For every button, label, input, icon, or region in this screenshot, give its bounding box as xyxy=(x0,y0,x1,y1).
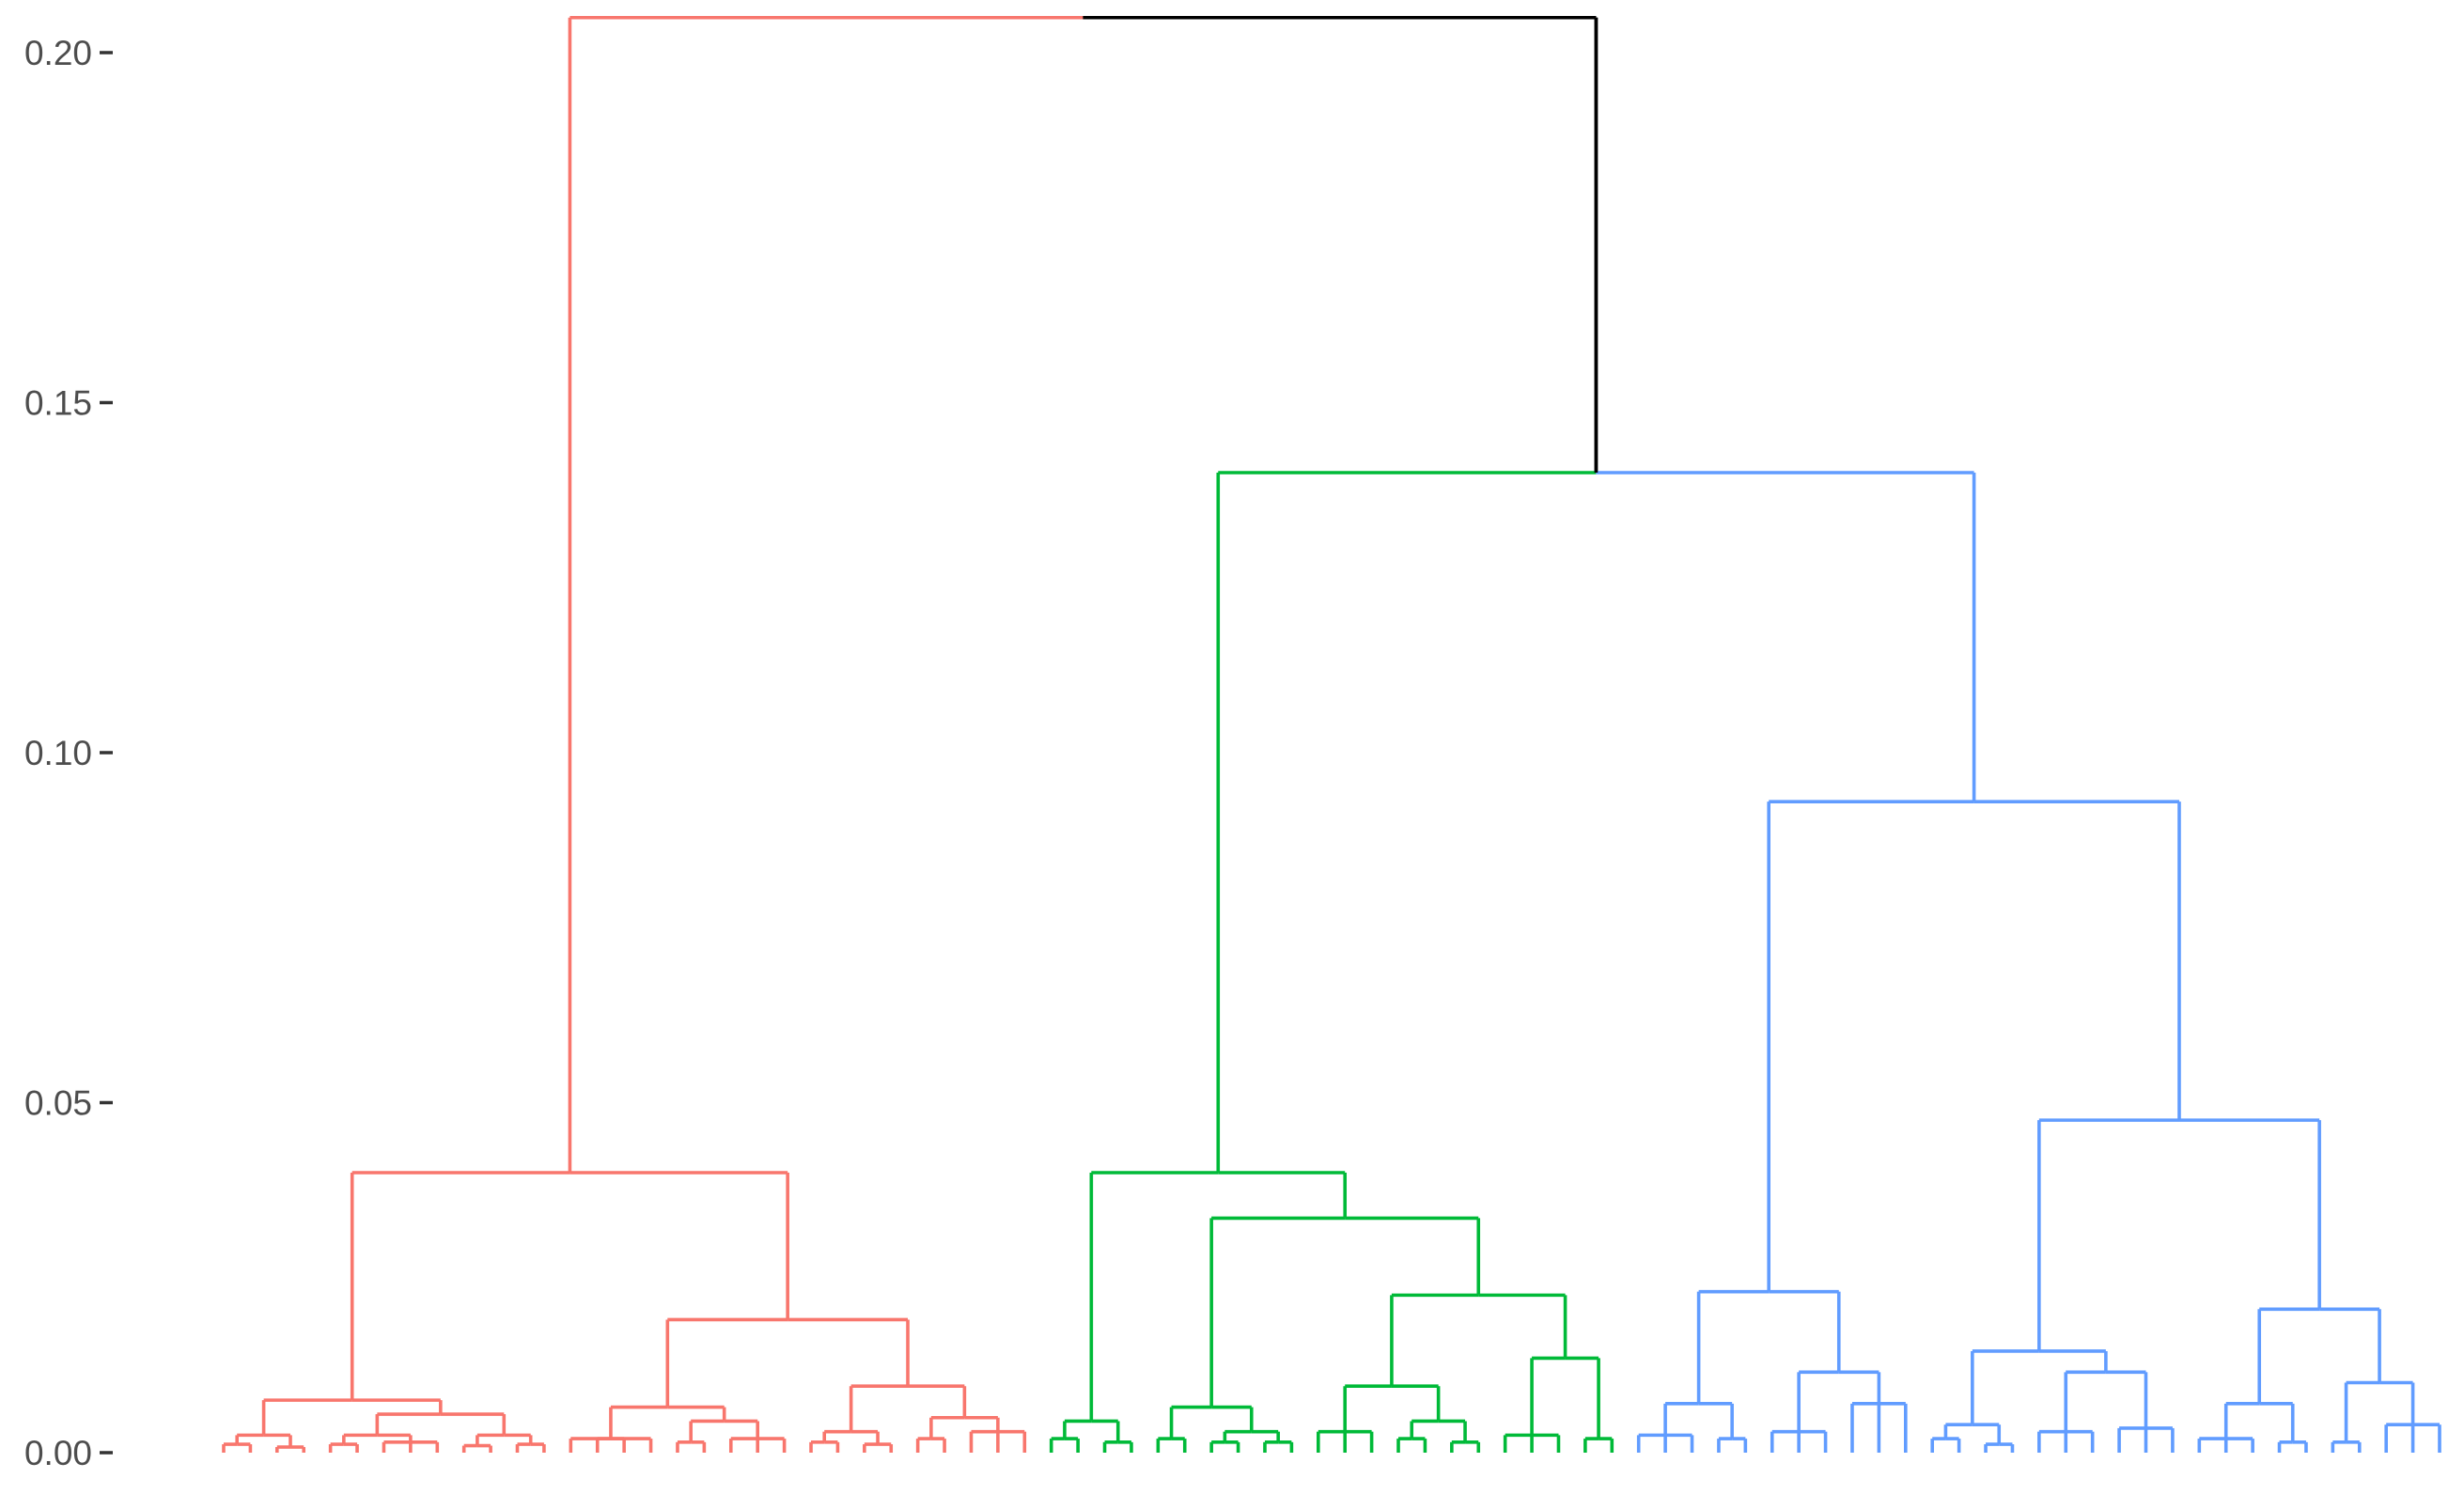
y-tick-label: 0.10 xyxy=(24,734,92,772)
y-tick-label: 0.15 xyxy=(24,384,92,423)
dendrogram-branches xyxy=(222,15,2441,1453)
y-tick-label: 0.20 xyxy=(24,34,92,72)
y-tick-label: 0.00 xyxy=(24,1434,92,1472)
y-tick-label: 0.05 xyxy=(24,1084,92,1123)
y-axis: 0.00 0.05 0.10 0.15 0.20 xyxy=(24,34,113,1472)
